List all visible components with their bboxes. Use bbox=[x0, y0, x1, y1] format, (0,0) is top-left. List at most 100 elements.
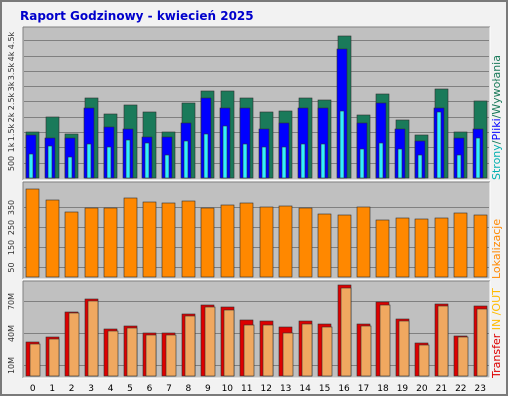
hourly-visits-legend-entry: Pliki bbox=[490, 118, 503, 140]
hourly-sites-plot-area bbox=[23, 182, 490, 279]
hourly-visits-bar-wywo-ania bbox=[67, 156, 73, 179]
hourly-transfer-y-tick-label: 40M bbox=[7, 325, 16, 342]
hourly-visits-bar-wywo-ania bbox=[125, 139, 131, 179]
hourly-transfer-bar-out bbox=[126, 327, 138, 377]
hourly-sites-bar-lokalizacje bbox=[142, 201, 157, 278]
hourly-transfer-legend-entry: IN bbox=[490, 315, 503, 333]
hourly-transfer-legend-entry: OUT bbox=[490, 288, 503, 312]
x-tick-label: 21 bbox=[436, 384, 447, 394]
hourly-sites-bar-lokalizacje bbox=[395, 217, 410, 278]
hourly-sites-bar-lokalizacje bbox=[103, 207, 118, 278]
hourly-transfer-bar-out bbox=[418, 344, 430, 377]
hourly-visits-legend-entry: / bbox=[490, 114, 503, 118]
hourly-visits-legend-entry: / bbox=[490, 140, 503, 144]
hourly-transfer-bar-out bbox=[437, 305, 449, 377]
hourly-transfer-bar-out bbox=[360, 325, 372, 377]
hourly-visits-bar-wywo-ania bbox=[164, 154, 170, 179]
hourly-transfer-bar-out bbox=[87, 300, 99, 377]
hourly-visits-y-tick-label: 3k bbox=[7, 81, 16, 91]
hourly-visits-legend-entry: Wywołania bbox=[490, 55, 503, 115]
hourly-sites-bar-lokalizacje bbox=[181, 200, 196, 278]
hourly-visits-bar-wywo-ania bbox=[86, 143, 92, 179]
hourly-visits-legend: Strony/Pliki/Wywołania bbox=[490, 55, 503, 180]
hourly-visits-legend-entry: Strony bbox=[490, 144, 503, 180]
x-tick-label: 9 bbox=[205, 384, 211, 394]
hourly-transfer-bar-out bbox=[68, 312, 80, 377]
hourly-sites-bar-lokalizacje bbox=[84, 207, 99, 278]
report-title: Raport Godzinowy - kwiecień 2025 bbox=[20, 9, 254, 23]
hourly-visits-y-tick-label: 2k bbox=[7, 112, 16, 122]
hourly-transfer-bar-out bbox=[262, 324, 274, 377]
hourly-visits-y-tick-label: 2.5k bbox=[7, 92, 16, 110]
hourly-transfer-legend-entry: / bbox=[490, 311, 503, 315]
hourly-visits-bar-wywo-ania bbox=[47, 145, 53, 179]
hourly-visits-y-tick-label: 1k bbox=[7, 142, 16, 152]
hourly-transfer-bar-out bbox=[145, 334, 157, 377]
hourly-sites-y-tick-label: 250 bbox=[7, 220, 16, 235]
x-tick-label: 5 bbox=[127, 384, 133, 394]
hourly-transfer-y-tick-label: 70M bbox=[7, 293, 16, 310]
hourly-sites-bar-lokalizacje bbox=[45, 199, 60, 278]
hourly-visits-bar-wywo-ania bbox=[456, 154, 462, 179]
hourly-sites-bar-lokalizacje bbox=[278, 205, 293, 278]
hourly-visits-bar-wywo-ania bbox=[417, 154, 423, 179]
hourly-visits-y-tick-label: 1.5k bbox=[7, 123, 16, 141]
hourly-visits-bar-wywo-ania bbox=[203, 133, 209, 179]
hourly-transfer-bar-out bbox=[476, 308, 488, 377]
hourly-visits-bar-wywo-ania bbox=[475, 137, 481, 179]
hourly-transfer-panel: 10M 40M 70M Transfer IN /OUT bbox=[7, 280, 503, 379]
x-tick-label: 3 bbox=[88, 384, 94, 394]
hourly-visits-bar-wywo-ania bbox=[28, 153, 34, 179]
x-tick-label: 11 bbox=[241, 384, 252, 394]
hourly-transfer-bar-out bbox=[321, 326, 333, 377]
hourly-visits-y-tick-label: 3.5k bbox=[7, 62, 16, 80]
x-tick-label: 19 bbox=[397, 384, 409, 394]
x-tick-label: 20 bbox=[416, 384, 428, 394]
hourly-sites-bar-lokalizacje bbox=[161, 202, 176, 278]
hourly-visits-panel: 5001k1.5k2k2.5k3k3.5k4k4.5kStrony/Pliki/… bbox=[7, 26, 503, 181]
hourly-visits-y-tick-label: 4k bbox=[7, 51, 16, 61]
hourly-visits-bar-wywo-ania bbox=[144, 142, 150, 179]
hourly-visits-y-tick-label: 4.5k bbox=[7, 31, 16, 49]
hourly-visits-plot-area bbox=[23, 27, 490, 180]
x-tick-label: 1 bbox=[49, 384, 55, 394]
hourly-visits-bar-wywo-ania bbox=[339, 110, 345, 179]
hourly-sites-bar-lokalizacje bbox=[337, 214, 352, 278]
hourly-transfer-bar-out bbox=[48, 338, 60, 377]
hourly-sites-bar-lokalizacje bbox=[200, 207, 215, 278]
x-tick-label: 4 bbox=[108, 384, 114, 394]
hourly-visits-bar-wywo-ania bbox=[281, 146, 287, 179]
hourly-visits-bar-wywo-ania bbox=[300, 143, 306, 179]
hourly-transfer-bar-out bbox=[29, 343, 41, 377]
x-tick-label: 15 bbox=[319, 384, 330, 394]
hourly-sites-legend-entry: Lokalizacje bbox=[490, 219, 503, 279]
hourly-sites-bar-lokalizacje bbox=[123, 197, 138, 278]
hourly-transfer-y-tick-label: 10M bbox=[7, 357, 16, 374]
hourly-sites-y-tick-label: 350 bbox=[7, 200, 16, 215]
x-tick-label: 23 bbox=[475, 384, 486, 394]
hourly-sites-bar-lokalizacje bbox=[259, 206, 274, 278]
hourly-sites-bar-lokalizacje bbox=[239, 202, 254, 278]
x-tick-label: 0 bbox=[30, 384, 36, 394]
x-tick-label: 22 bbox=[455, 384, 466, 394]
hourly-transfer-bar-out bbox=[457, 336, 469, 377]
x-tick-label: 17 bbox=[358, 384, 369, 394]
hourly-transfer-bar-out bbox=[398, 320, 410, 377]
x-tick-label: 14 bbox=[299, 384, 311, 394]
hourly-sites-bar-lokalizacje bbox=[375, 219, 390, 278]
hourly-sites-bar-lokalizacje bbox=[356, 206, 371, 278]
x-tick-label: 16 bbox=[338, 384, 350, 394]
x-tick-label: 6 bbox=[147, 384, 153, 394]
hourly-sites-legend: Lokalizacje bbox=[490, 219, 503, 279]
x-tick-label: 12 bbox=[261, 384, 272, 394]
x-tick-label: 2 bbox=[69, 384, 75, 394]
hourly-transfer-legend-entry: Transfer bbox=[490, 333, 503, 379]
hourly-transfer-bar-out bbox=[282, 332, 294, 377]
hourly-transfer-bar-out bbox=[184, 315, 196, 377]
hourly-sites-panel: 50 150 250 350 Lokalizacje bbox=[7, 181, 503, 280]
x-tick-label: 13 bbox=[280, 384, 291, 394]
hourly-sites-bar-lokalizacje bbox=[64, 211, 79, 278]
hourly-visits-bar-wywo-ania bbox=[359, 148, 365, 179]
hourly-transfer-bar-out bbox=[107, 330, 119, 377]
hourly-visits-bar-wywo-ania bbox=[183, 140, 189, 179]
